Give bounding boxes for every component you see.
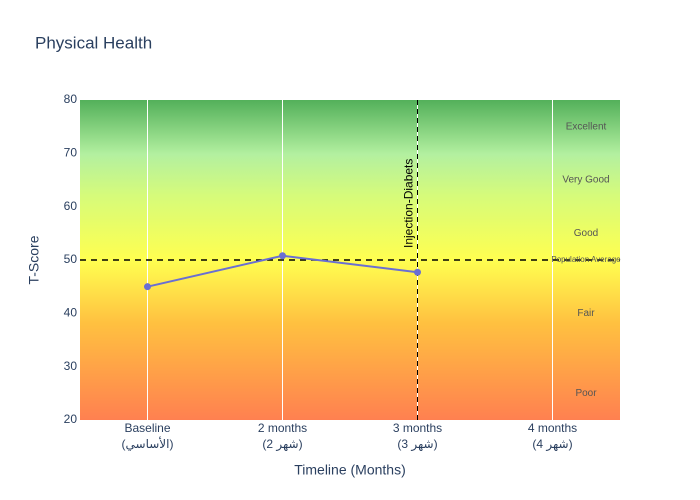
y-tick-label: 20 bbox=[64, 412, 78, 426]
x-tick-line: (شهر 4) bbox=[532, 437, 572, 452]
x-tick-line: 2 months bbox=[258, 421, 307, 435]
x-tick-line: 3 months bbox=[393, 421, 442, 435]
x-tick-line: (شهر 2) bbox=[262, 437, 302, 452]
zone-label: Excellent bbox=[566, 121, 607, 132]
x-tick-line: (شهر 3) bbox=[397, 437, 437, 452]
x-tick-line: 4 months bbox=[528, 421, 577, 435]
x-tick-label: 3 months (شهر 3) bbox=[393, 421, 442, 452]
chart-title: Physical Health bbox=[35, 33, 152, 52]
event-label: Injection-Diabets bbox=[402, 159, 416, 248]
x-tick-line: Baseline bbox=[124, 421, 170, 435]
data-point bbox=[279, 252, 286, 260]
data-point bbox=[414, 268, 421, 276]
reference-label: Population Average bbox=[551, 255, 621, 264]
data-point bbox=[144, 283, 151, 291]
zone-label: Very Good bbox=[562, 175, 609, 186]
y-tick-label: 60 bbox=[64, 199, 78, 213]
zone-label: Good bbox=[574, 228, 598, 239]
x-tick-line: (الأساسي) bbox=[122, 436, 174, 451]
x-tick-label: Baseline (الأساسي) bbox=[122, 421, 174, 451]
x-tick-label: 4 months (شهر 4) bbox=[528, 421, 577, 452]
y-tick-label: 80 bbox=[64, 92, 78, 106]
zone-label: Poor bbox=[575, 388, 597, 399]
y-tick-label: 30 bbox=[64, 359, 78, 373]
y-tick-label: 50 bbox=[64, 252, 78, 266]
y-axis-title: T-Score bbox=[26, 235, 42, 284]
x-tick-label: 2 months (شهر 2) bbox=[258, 421, 307, 452]
x-axis-title: Timeline (Months) bbox=[294, 462, 406, 478]
y-tick-label: 70 bbox=[64, 146, 78, 160]
y-tick-label: 40 bbox=[64, 306, 78, 320]
zone-label: Fair bbox=[577, 308, 595, 319]
